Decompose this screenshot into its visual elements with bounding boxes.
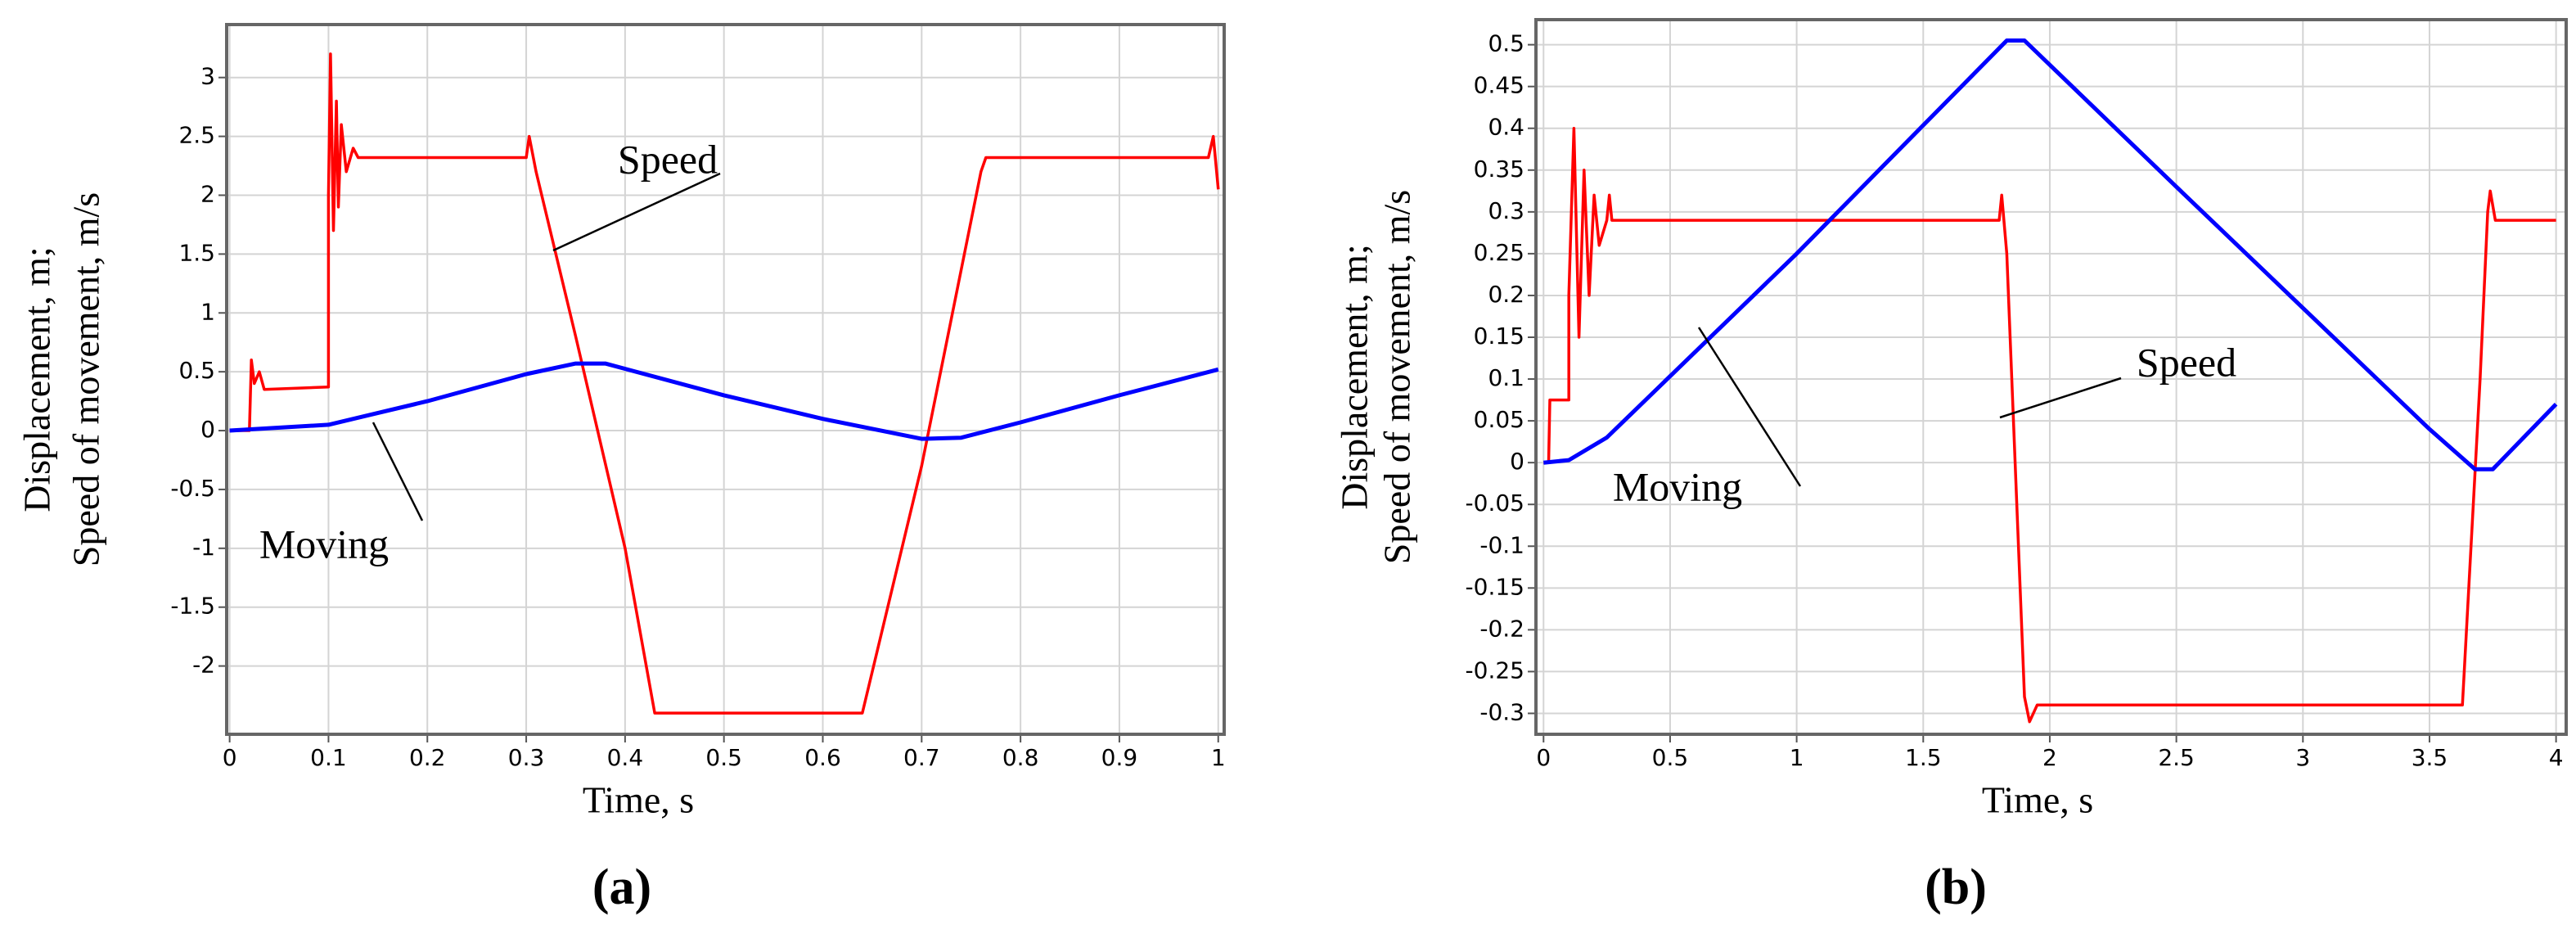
x-tick-label: 0.5 <box>705 744 742 771</box>
x-tick-label: 0 <box>223 744 237 771</box>
series-line <box>1543 38 2558 472</box>
panel-label: (a) <box>592 860 651 915</box>
series-annotation: Speed <box>2137 339 2236 385</box>
annotation-leader <box>552 172 721 252</box>
series-line <box>229 52 1220 715</box>
x-tick-label: 1.5 <box>1905 744 1942 771</box>
annotation-leader <box>1697 327 1802 487</box>
x-tick-label: 1 <box>1790 744 1804 771</box>
plot-area <box>227 25 1224 734</box>
series-annotation: Moving <box>259 521 389 566</box>
y-tick-label: -0.25 <box>1466 657 1524 684</box>
y-tick-label: 1 <box>200 298 215 325</box>
x-tick-label: 2.5 <box>2158 744 2195 771</box>
annotation-leader <box>1999 377 2122 419</box>
y-tick-label: 0.35 <box>1474 156 1524 183</box>
plot-frame <box>225 23 1226 736</box>
y-axis-label: Displacement, m; <box>1334 244 1376 509</box>
x-tick-label: 4 <box>2549 744 2564 771</box>
x-tick-label: 0.3 <box>508 744 545 771</box>
plot-frame <box>1534 18 2568 736</box>
y-tick-label: 0.3 <box>1488 197 1524 224</box>
series-annotation: Moving <box>1613 463 1742 509</box>
y-tick-label: 0.05 <box>1474 406 1524 433</box>
x-axis-label: Time, s <box>1982 779 2093 821</box>
y-axis-label: Speed of movement, m/s <box>65 192 107 566</box>
series-line <box>229 361 1219 441</box>
y-tick-label: -0.15 <box>1466 573 1524 600</box>
y-tick-label: -0.1 <box>1479 531 1524 558</box>
plot-area <box>1536 20 2566 734</box>
x-tick-label: 0.5 <box>1652 744 1689 771</box>
y-axis-label: Displacement, m; <box>16 246 58 512</box>
y-tick-label: 0.4 <box>1488 114 1524 141</box>
x-tick-label: 0.7 <box>903 744 940 771</box>
x-tick-label: 3.5 <box>2412 744 2448 771</box>
x-tick-label: 0 <box>1536 744 1551 771</box>
y-tick-label: -0.05 <box>1466 490 1524 517</box>
y-tick-label: 0.15 <box>1474 323 1524 350</box>
x-tick-label: 0.6 <box>804 744 841 771</box>
y-tick-label: 2 <box>200 180 215 207</box>
y-axis-label: Speed of movement, m/s <box>1376 190 1418 564</box>
x-tick-label: 3 <box>2295 744 2310 771</box>
x-tick-label: 0.1 <box>310 744 347 771</box>
y-tick-label: 0.25 <box>1474 239 1524 266</box>
y-tick-label: 0.1 <box>1488 364 1524 391</box>
x-tick-label: 0.9 <box>1101 744 1138 771</box>
y-tick-label: -0.3 <box>1479 698 1524 725</box>
y-tick-label: 0.5 <box>178 357 215 384</box>
y-tick-label: 0 <box>200 416 215 443</box>
x-axis-label: Time, s <box>583 779 694 821</box>
series-line <box>1543 126 2556 724</box>
y-tick-label: 0.5 <box>1488 30 1524 57</box>
x-tick-label: 0.2 <box>409 744 446 771</box>
y-tick-label: 0 <box>1510 448 1524 475</box>
y-tick-label: 0.2 <box>1488 281 1524 308</box>
x-tick-label: 0.8 <box>1002 744 1039 771</box>
annotation-leader <box>372 422 424 521</box>
y-tick-label: -0.5 <box>170 475 215 502</box>
y-tick-label: 3 <box>200 63 215 90</box>
panel-label: (b) <box>1925 860 1987 915</box>
series-annotation: Speed <box>618 136 718 182</box>
y-tick-label: -0.2 <box>1479 615 1524 642</box>
y-tick-label: -1.5 <box>170 593 215 620</box>
x-tick-label: 0.4 <box>607 744 644 771</box>
x-tick-label: 2 <box>2042 744 2057 771</box>
y-tick-label: 2.5 <box>178 122 215 149</box>
y-tick-label: -2 <box>192 652 215 679</box>
x-tick-label: 1 <box>1211 744 1226 771</box>
y-tick-label: -1 <box>192 534 215 561</box>
y-tick-label: 1.5 <box>178 239 215 266</box>
y-tick-label: 0.45 <box>1474 72 1524 99</box>
